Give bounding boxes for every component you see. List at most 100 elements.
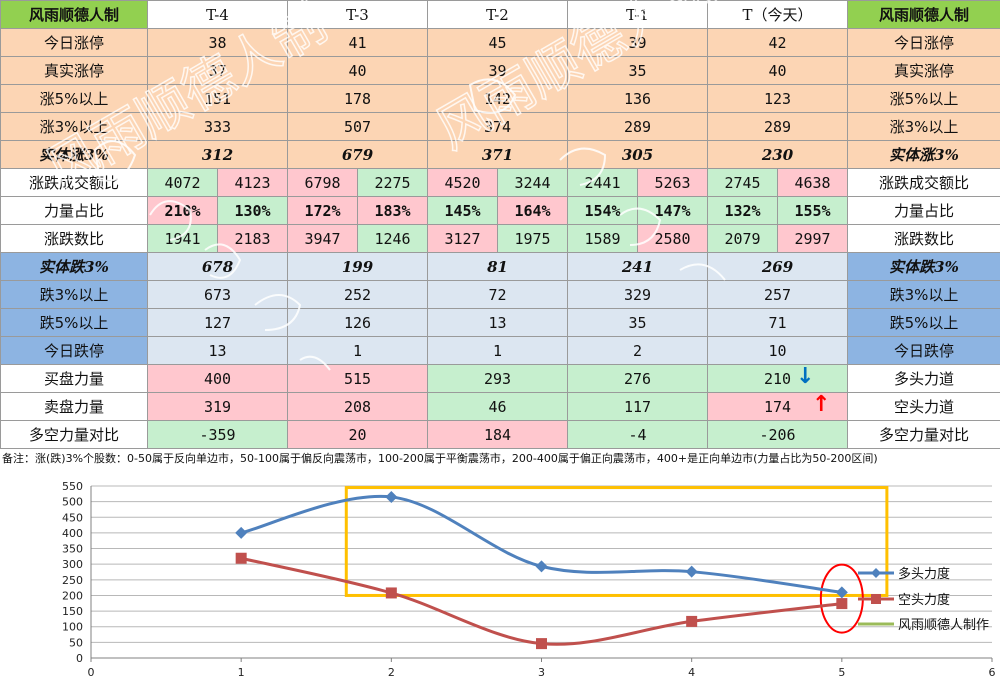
col-header-t1: T-1 bbox=[567, 0, 708, 29]
cell-value: 132% bbox=[707, 196, 778, 225]
cell-value: 147% bbox=[637, 196, 708, 225]
data-point-square bbox=[385, 587, 397, 599]
cell-value: 371 bbox=[427, 140, 568, 169]
y-tick-label: 0 bbox=[76, 652, 83, 665]
cell-value: 319 bbox=[147, 392, 288, 421]
cell-value: -359 bbox=[147, 420, 288, 449]
cell-value: 210 bbox=[706, 364, 849, 393]
cell-value: 42 bbox=[706, 28, 849, 57]
cell-value: 145% bbox=[427, 196, 498, 225]
cell-value: 276 bbox=[567, 364, 708, 393]
cell-value: 155% bbox=[776, 196, 849, 225]
row-label: 买盘力量 bbox=[0, 364, 148, 393]
row-bull-bear-diff: 多空力量对比 -359 20 184 -4 -206 多空力量对比 bbox=[0, 420, 1000, 449]
cell-value: 2 bbox=[567, 336, 708, 365]
cell-value: 39 bbox=[567, 28, 708, 57]
cell-value: 269 bbox=[706, 252, 849, 281]
data-point-diamond bbox=[835, 586, 848, 599]
data-point-diamond bbox=[385, 490, 398, 503]
x-tick-label: 0 bbox=[88, 666, 95, 679]
cell-value: 678 bbox=[147, 252, 288, 281]
cell-value: 2079 bbox=[707, 224, 778, 253]
legend-label: 空头力度 bbox=[898, 592, 950, 608]
row-label: 跌5%以上 bbox=[0, 308, 148, 337]
cell-value: 199 bbox=[287, 252, 428, 281]
x-tick-label: 2 bbox=[388, 666, 395, 679]
cell-value: 126 bbox=[287, 308, 428, 337]
x-tick-label: 6 bbox=[989, 666, 996, 679]
cell-value: 3127 bbox=[427, 224, 498, 253]
cell-value: 136 bbox=[567, 84, 708, 113]
row-label: 多空力量对比 bbox=[0, 420, 148, 449]
cell-value: 2441 bbox=[567, 168, 638, 197]
row-label-right: 涨跌数比 bbox=[847, 224, 1000, 253]
cell-value: 1589 bbox=[567, 224, 638, 253]
cell-value: 3244 bbox=[497, 168, 568, 197]
cell-value: 374 bbox=[427, 112, 568, 141]
cell-value: 2997 bbox=[776, 224, 849, 253]
row-up-5pct: 涨5%以上 151 178 142 136 123 涨5%以上 bbox=[0, 84, 1000, 113]
x-tick-label: 3 bbox=[538, 666, 545, 679]
cell-value: 4072 bbox=[147, 168, 218, 197]
row-sell-strength: 卖盘力量 319 208 46 117 174 空头力道 bbox=[0, 392, 1000, 421]
y-tick-label: 550 bbox=[62, 480, 83, 493]
cell-value: 130% bbox=[217, 196, 288, 225]
cell-value: 2275 bbox=[357, 168, 428, 197]
cell-value: 72 bbox=[427, 280, 568, 309]
cell-value: 4520 bbox=[427, 168, 498, 197]
row-label-right: 跌5%以上 bbox=[847, 308, 1000, 337]
highlight-box bbox=[344, 486, 889, 597]
cell-value: -4 bbox=[567, 420, 708, 449]
cell-value: 172% bbox=[287, 196, 358, 225]
down-arrow-icon: ↓ bbox=[796, 364, 815, 389]
cell-value: 142 bbox=[427, 84, 568, 113]
x-tick-labels: 0 1 2 3 4 5 6 bbox=[88, 666, 996, 679]
cell-value: 252 bbox=[287, 280, 428, 309]
data-point-diamond bbox=[685, 565, 698, 578]
row-label: 实体跌3% bbox=[0, 252, 148, 281]
y-tick-label: 100 bbox=[62, 621, 83, 634]
x-tick-label: 5 bbox=[838, 666, 845, 679]
cell-value: 2745 bbox=[707, 168, 778, 197]
row-label: 今日涨停 bbox=[0, 28, 148, 57]
data-point-diamond bbox=[535, 560, 548, 573]
cell-value: 35 bbox=[567, 56, 708, 85]
cell-value: 40 bbox=[706, 56, 849, 85]
cell-value: 6798 bbox=[287, 168, 358, 197]
cell-value: 46 bbox=[427, 392, 568, 421]
cell-value: 2183 bbox=[217, 224, 288, 253]
cell-value: 4123 bbox=[217, 168, 288, 197]
row-buy-strength: 买盘力量 400 515 293 276 210 多头力道 bbox=[0, 364, 1000, 393]
data-point-square bbox=[836, 598, 848, 610]
cell-value: 1 bbox=[287, 336, 428, 365]
legend-marker bbox=[871, 594, 881, 604]
cell-value: 679 bbox=[287, 140, 428, 169]
y-tick-label: 200 bbox=[62, 589, 83, 602]
cell-value: 117 bbox=[567, 392, 708, 421]
y-tick-label: 500 bbox=[62, 496, 83, 509]
cell-value: 257 bbox=[706, 280, 849, 309]
cell-value: 293 bbox=[427, 364, 568, 393]
cell-value: 37 bbox=[147, 56, 288, 85]
y-tick-label: 450 bbox=[62, 511, 83, 524]
row-label: 跌3%以上 bbox=[0, 280, 148, 309]
cell-value: 13 bbox=[427, 308, 568, 337]
cell-value: 10 bbox=[706, 336, 849, 365]
row-label-right: 涨3%以上 bbox=[847, 112, 1000, 141]
row-label: 真实涨停 bbox=[0, 56, 148, 85]
row-label-right: 力量占比 bbox=[847, 196, 1000, 225]
cell-value: 123 bbox=[706, 84, 849, 113]
cell-value: 127 bbox=[147, 308, 288, 337]
cell-value: 45 bbox=[427, 28, 568, 57]
row-label-right: 跌3%以上 bbox=[847, 280, 1000, 309]
cell-value: 20 bbox=[287, 420, 428, 449]
x-tick-label: 4 bbox=[688, 666, 695, 679]
cell-value: 183% bbox=[357, 196, 428, 225]
cell-value: 230 bbox=[706, 140, 849, 169]
header-row: 风雨顺德人制 T-4 T-3 T-2 T-1 T（今天） 风雨顺德人制 bbox=[0, 0, 1000, 29]
cell-value: 1246 bbox=[357, 224, 428, 253]
cell-value: 174 bbox=[706, 392, 849, 421]
brand-label-right: 风雨顺德人制 bbox=[847, 0, 1000, 29]
data-point-diamond bbox=[235, 526, 248, 539]
